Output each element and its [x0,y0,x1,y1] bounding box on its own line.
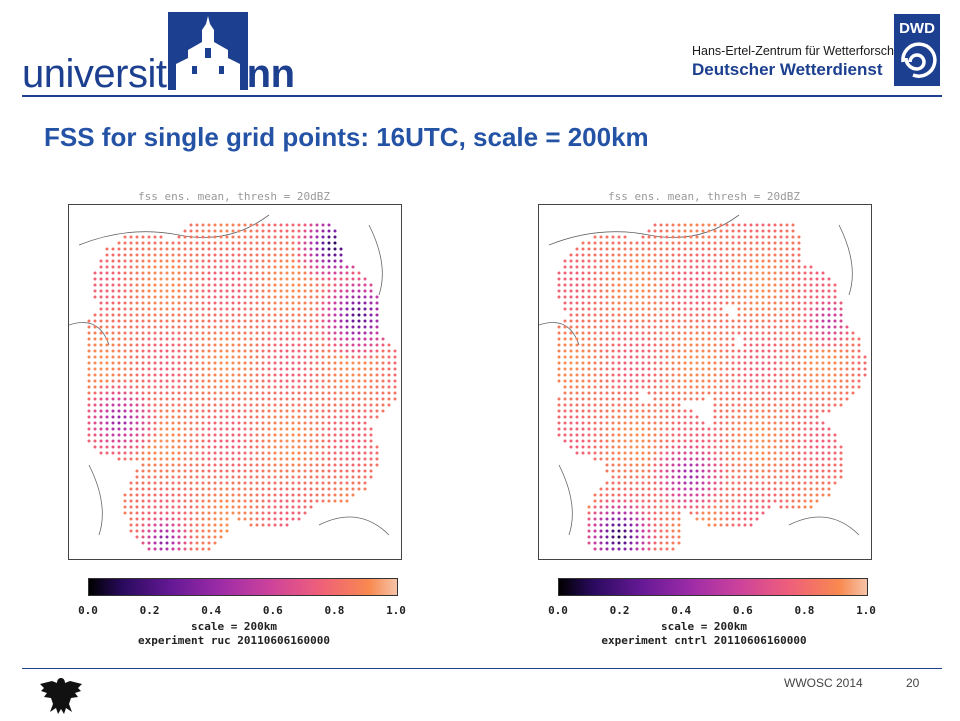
plot-title: fss ens. mean, thresh = 20dBZ [137,190,331,203]
colorbar-tick: 0.6 [262,604,283,617]
university-building-emblem-icon [168,12,248,90]
fss-scatter-map [69,214,397,551]
fss-scatter-map [539,214,867,551]
dwd-logo: DWD [894,14,940,86]
fss-map-panel-cntrl: fss ens. mean, thresh = 20dBZ 0.0 0.2 0.… [528,186,880,647]
colorbar-tick: 1.0 [386,604,406,617]
colorbar-tick: 0.4 [671,604,692,617]
colorbar-tick: 0.0 [548,604,568,617]
colorbar-tick: 0.6 [732,604,753,617]
fss-map-panel-ruc: fss ens. mean, thresh = 20dBZ 0.0 0.2 0.… [58,186,410,647]
colorbar [88,578,398,596]
colorbar-ticks: 0.0 0.2 0.4 0.6 0.8 1.0 [528,604,880,618]
plot-caption-experiment: experiment cntrl 20110606160000 [601,634,807,647]
plot-caption-scale: scale = 200km [660,620,748,633]
grid-points [87,223,397,551]
slide-title: FSS for single grid points: 16UTC, scale… [44,122,649,152]
colorbar-tick: 0.4 [201,604,222,617]
colorbar-tick: 0.2 [139,604,160,617]
coastline [539,214,860,536]
dwd-organisation-name: Deutscher Wetterdienst [692,60,883,79]
footer-conference: WWOSC 2014 [784,676,863,690]
footer-divider [22,668,942,669]
dwd-institute-name: Hans-Ertel-Zentrum für Wetterforschung [692,44,915,58]
colorbar-ticks: 0.0 0.2 0.4 0.6 0.8 1.0 [58,604,410,618]
plot-caption-experiment: experiment ruc 20110606160000 [137,634,331,647]
coastline [69,214,390,536]
grid-points [557,223,867,551]
federal-eagle-icon [38,674,84,716]
header-divider [22,95,942,97]
colorbar-tick: 0.8 [324,604,345,617]
map-plot-area [538,204,872,560]
colorbar-tick: 0.2 [609,604,630,617]
colorbar-tick: 0.0 [78,604,98,617]
colorbar [558,578,868,596]
dwd-logo-text: DWD [899,20,935,37]
colorbar-tick: 1.0 [856,604,876,617]
plot-title: fss ens. mean, thresh = 20dBZ [607,190,801,203]
colorbar-tick: 0.8 [794,604,815,617]
university-bonn-logo-wordmark: universitätbonn [22,52,295,97]
map-plot-area [68,204,402,560]
page-number: 20 [906,676,920,690]
plot-caption-scale: scale = 200km [190,620,278,633]
